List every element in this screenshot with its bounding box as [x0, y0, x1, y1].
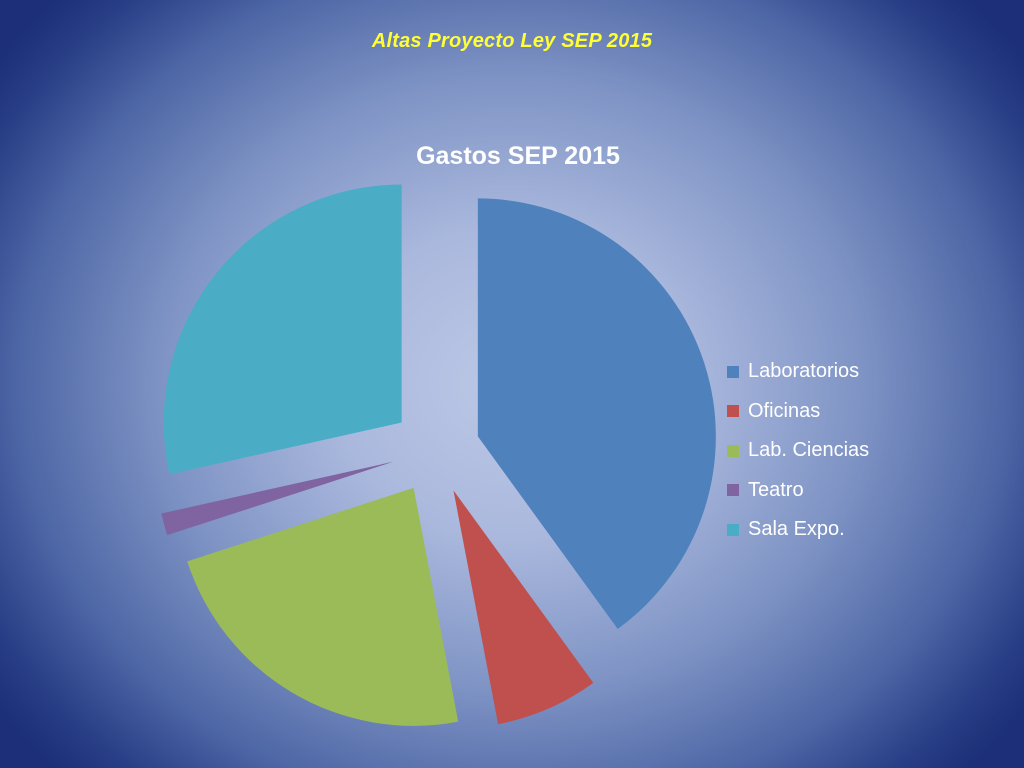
legend-item-lab-ciencias: Lab. Ciencias [727, 431, 869, 471]
legend-item-oficinas: Oficinas [727, 392, 869, 432]
slide-title: Altas Proyecto Ley SEP 2015 [371, 30, 653, 52]
legend-item-teatro: Teatro [727, 471, 869, 511]
legend-label: Lab. Ciencias [748, 439, 870, 462]
chart-legend: Laboratorios Oficinas Lab. Ciencias Teat… [727, 352, 869, 550]
legend-swatch [727, 405, 739, 418]
legend-item-laboratorios: Laboratorios [727, 352, 869, 392]
legend-label: Oficinas [748, 399, 821, 422]
legend-swatch [727, 523, 739, 536]
legend-label: Sala Expo. [748, 518, 845, 541]
legend-item-sala-expo: Sala Expo. [727, 510, 869, 550]
pie-slice-sala-expo [163, 184, 402, 475]
pie-slice-laboratorios [477, 198, 716, 629]
pie-slice-lab-ciencias [187, 487, 459, 726]
pie-slice-oficinas [453, 490, 594, 725]
legend-swatch [727, 484, 739, 497]
legend-label: Laboratorios [748, 360, 860, 383]
chart-title: Gastos SEP 2015 [416, 142, 620, 170]
legend-swatch [727, 365, 739, 378]
legend-swatch [727, 444, 739, 457]
pie-slice-teatro [161, 461, 394, 536]
legend-label: Teatro [748, 478, 804, 501]
